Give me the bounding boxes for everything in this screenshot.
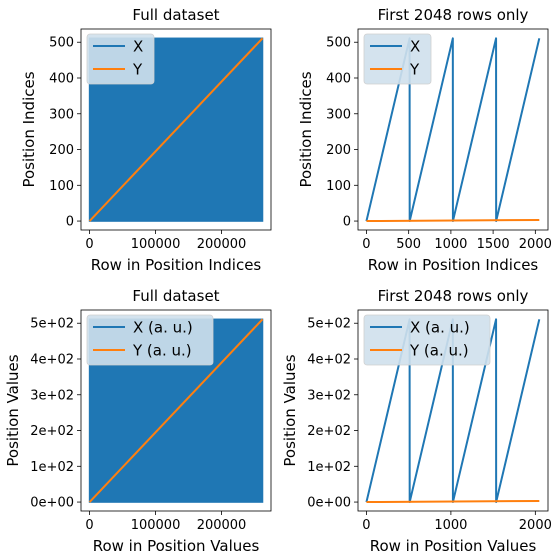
axes-frame (357, 309, 549, 512)
axes-frame (80, 28, 272, 231)
y-tick-label: 100 (326, 179, 351, 194)
chart-title: Full dataset (132, 287, 219, 305)
x-tick-label: 200000 (197, 518, 247, 533)
y-tick-label: 0e+00 (307, 496, 351, 511)
y-tick-label: 3e+02 (30, 388, 74, 403)
chart-title: First 2048 rows only (378, 6, 529, 24)
legend-label: Y (a. u.) (132, 342, 192, 360)
y-tick-label: 2e+02 (307, 424, 351, 439)
x-tick-label: 100000 (131, 518, 181, 533)
y-tick-label: 200 (326, 143, 351, 158)
x-axis-label: Row in Position Values (93, 537, 260, 555)
x-tick-label: 200000 (197, 237, 247, 252)
y-tick-label: 0e+00 (30, 496, 74, 511)
y-tick-label: 0 (66, 215, 74, 230)
legend: XY (363, 33, 432, 85)
x-tick-label: 1500 (477, 237, 510, 252)
legend-label: Y (409, 61, 420, 79)
y-axis-label: Position Values (281, 354, 299, 466)
y-tick-label: 100 (49, 179, 74, 194)
x-tick-label: 1000 (434, 518, 467, 533)
chart-3: 0 100000 200000 0e+00 1e+02 2e+02 3e+02 4e+02 5e… (4, 287, 272, 555)
x-tick-label: 500 (396, 237, 421, 252)
legend-label: X (410, 38, 420, 56)
legend-box (363, 33, 432, 85)
legend-label: Y (a. u.) (409, 342, 469, 360)
y-tick-label: 1e+02 (30, 460, 74, 475)
y-tick-label: 2e+02 (30, 424, 74, 439)
y-tick-label: 500 (49, 36, 74, 51)
legend-box (86, 33, 155, 85)
x-tick-label: 2000 (519, 518, 552, 533)
chart-4: 0 1000 2000 0e+00 1e+02 2e+02 3e+02 4e+02 5e+02 F… (281, 287, 552, 555)
y-tick-label: 0 (343, 215, 351, 230)
y-tick-label: 4e+02 (307, 352, 351, 367)
legend: X (a. u.) Y (a. u.) (86, 314, 214, 366)
y-tick-label: 3e+02 (307, 388, 351, 403)
x-tick-label: 0 (362, 237, 370, 252)
series-y-line (88, 318, 264, 503)
legend-label: X (a. u.) (410, 319, 470, 337)
y-tick-label: 400 (326, 71, 351, 86)
series-y-line (88, 37, 264, 222)
x-tick-label: 0 (85, 237, 93, 252)
y-tick-label: 200 (49, 143, 74, 158)
x-tick-label: 2000 (519, 237, 552, 252)
legend-label: X (133, 38, 143, 56)
legend-label: Y (132, 61, 143, 79)
y-axis-label: Position Indices (20, 71, 38, 187)
axes-frame (357, 28, 549, 231)
x-axis-label: Row in Position Values (370, 537, 537, 555)
y-axis-label: Position Indices (297, 71, 315, 187)
chart-title: First 2048 rows only (378, 287, 529, 305)
chart-2: 0 500 1000 1500 2000 0 100 200 300 400 500 First 20… (297, 6, 552, 274)
y-tick-label: 5e+02 (30, 317, 74, 332)
y-tick-label: 1e+02 (307, 460, 351, 475)
chart-title: Full dataset (132, 6, 219, 24)
series-y-line (366, 499, 540, 504)
x-axis-label: Row in Position Indices (368, 256, 539, 274)
y-tick-label: 4e+02 (30, 352, 74, 367)
x-tick-label: 0 (362, 518, 370, 533)
x-tick-label: 0 (85, 518, 93, 533)
axes-frame (80, 309, 272, 512)
chart-1: 0 100000 200000 0 100 200 300 400 500 Full datase… (20, 6, 272, 274)
y-tick-label: 300 (49, 107, 74, 122)
legend: XY (86, 33, 155, 85)
legend-label: X (a. u.) (133, 319, 193, 337)
y-tick-label: 500 (326, 36, 351, 51)
x-axis-label: Row in Position Indices (91, 256, 262, 274)
y-axis-label: Position Values (4, 354, 22, 466)
series-y-line (366, 218, 540, 223)
y-tick-label: 400 (49, 71, 74, 86)
x-tick-label: 100000 (131, 237, 181, 252)
y-tick-label: 5e+02 (307, 317, 351, 332)
y-tick-label: 300 (326, 107, 351, 122)
x-tick-label: 1000 (434, 237, 467, 252)
legend: X (a. u.) Y (a. u.) (363, 314, 491, 366)
